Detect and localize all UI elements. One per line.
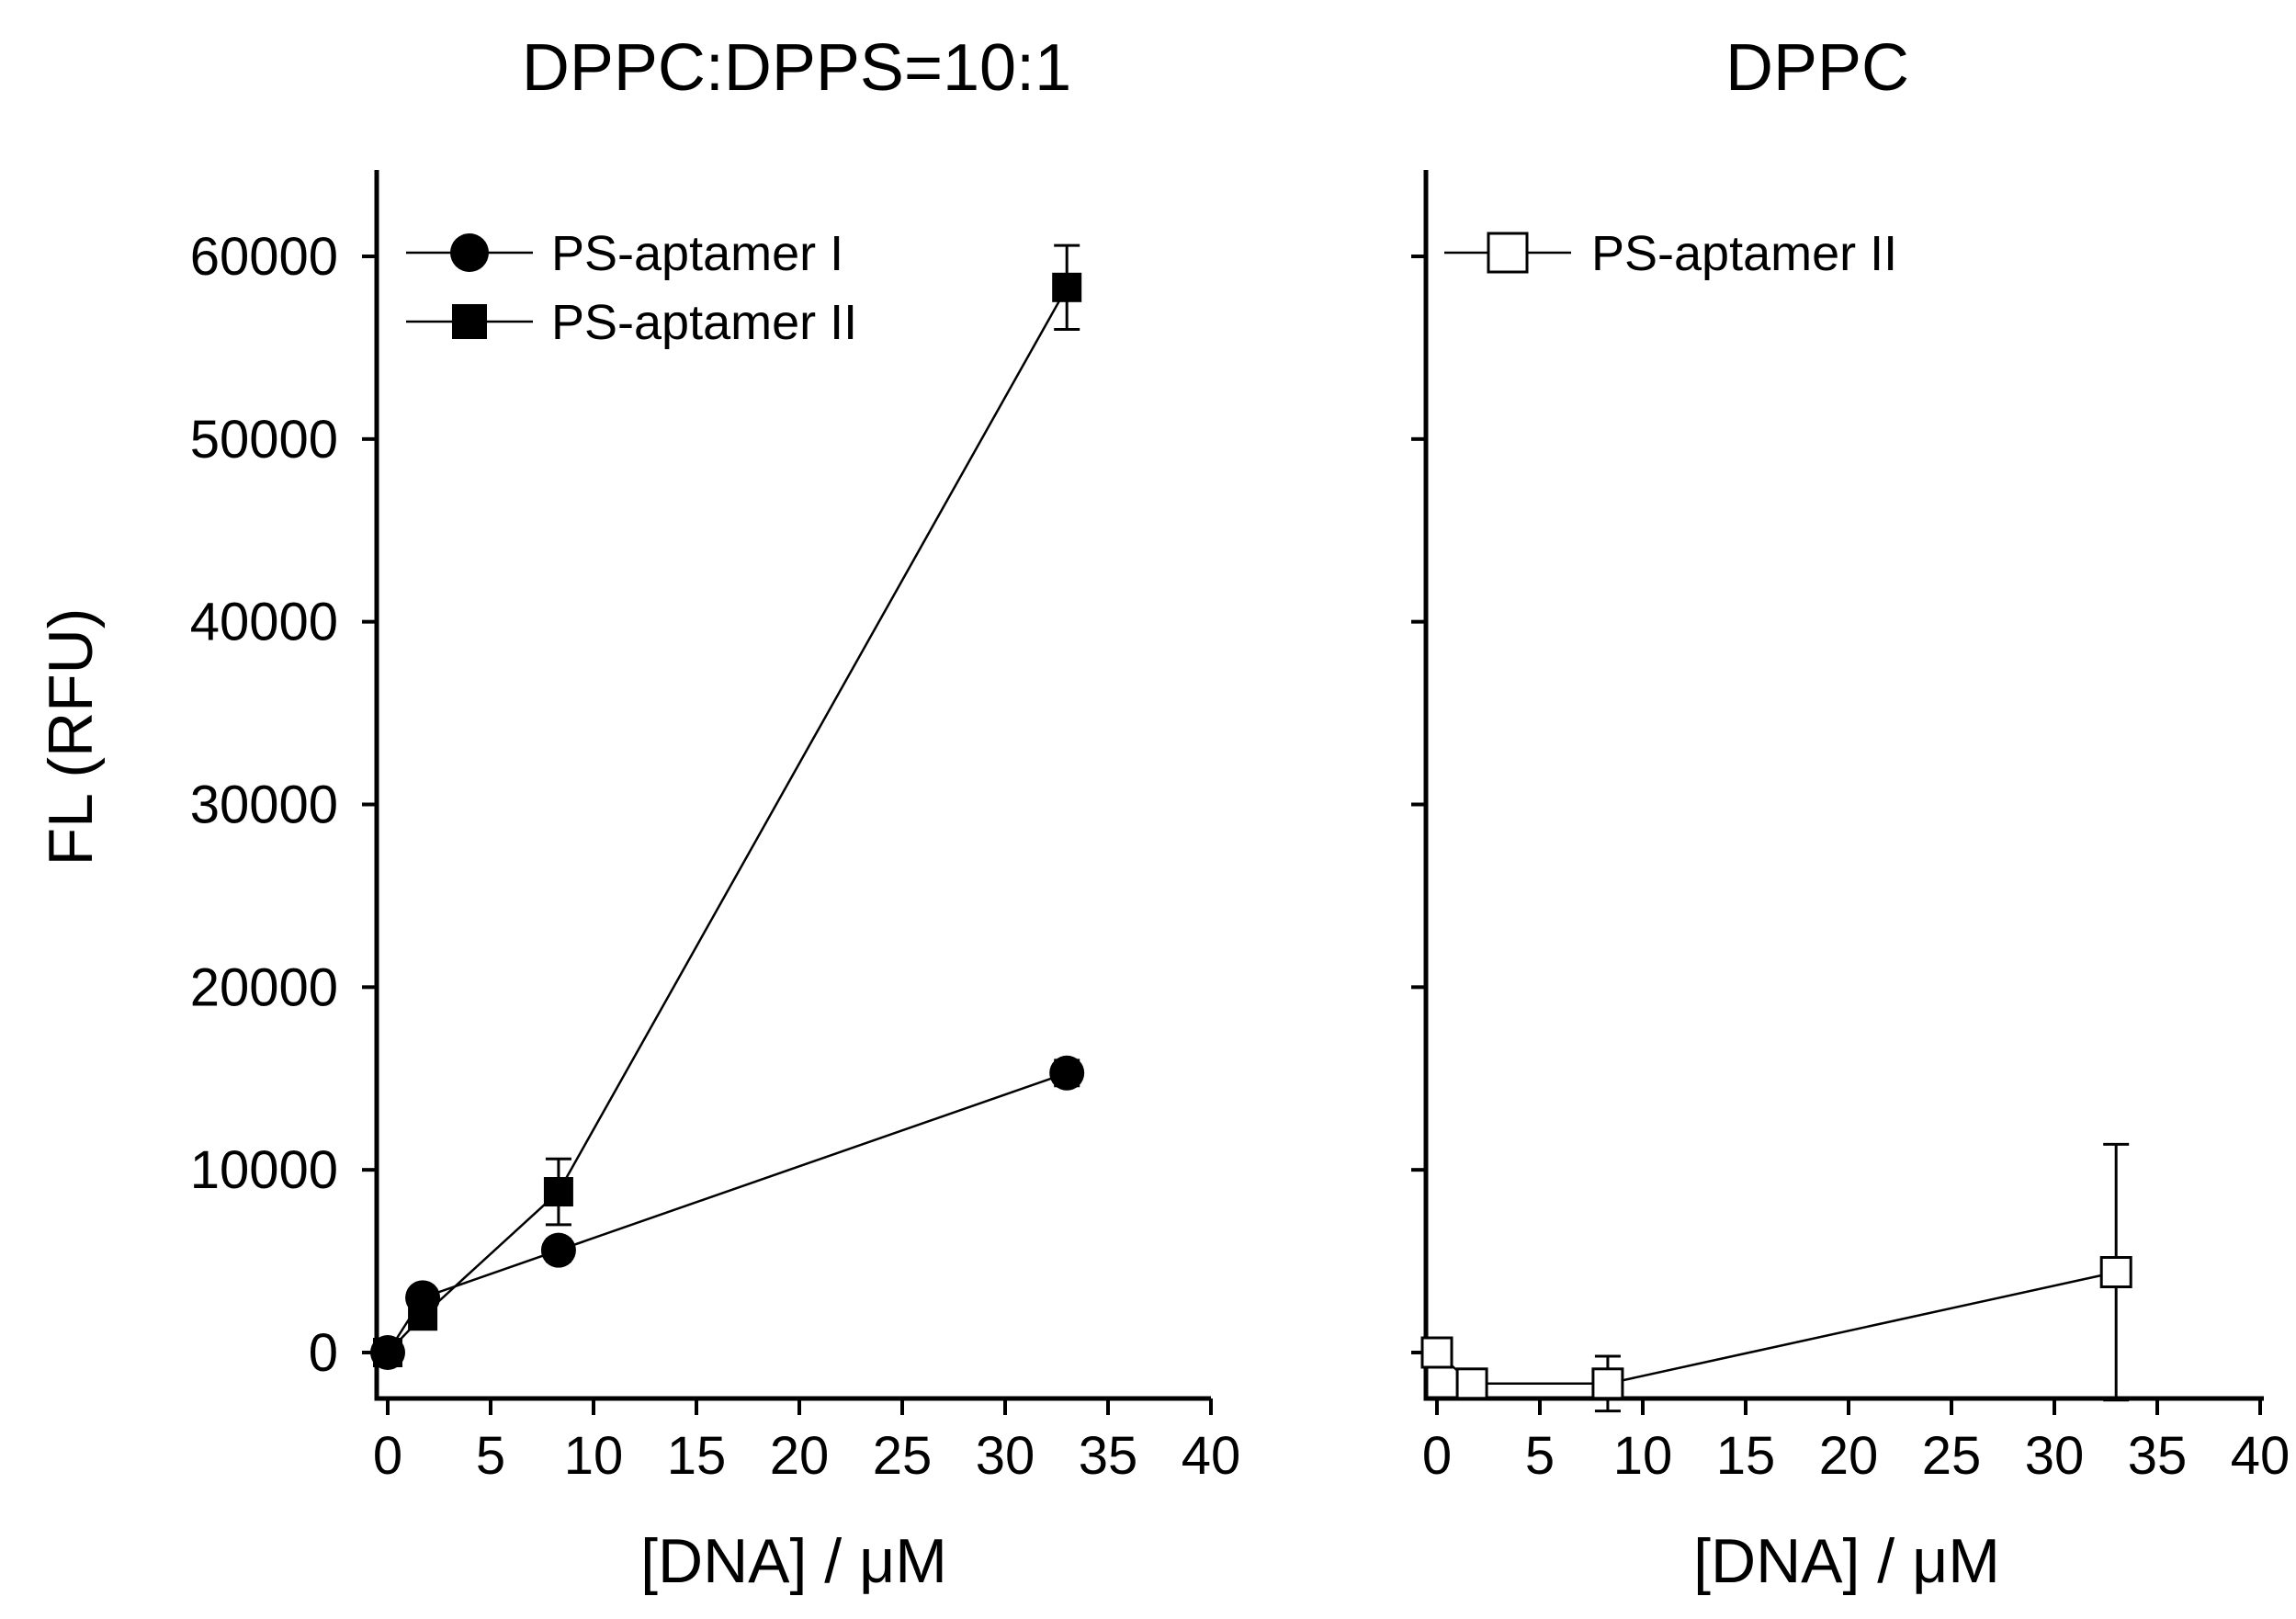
x-tick-label: 40 bbox=[2231, 1426, 2290, 1486]
legend-label: PS-aptamer II bbox=[551, 295, 857, 350]
series-line bbox=[1436, 1271, 2117, 1386]
x-tick-label: 15 bbox=[1716, 1426, 1776, 1486]
series-line bbox=[387, 287, 1069, 1353]
data-point-circle bbox=[540, 1232, 576, 1268]
data-point-open-square bbox=[1591, 1367, 1624, 1400]
x-tick-label: 10 bbox=[1613, 1426, 1673, 1486]
x-axis-label: [DNA] / μM bbox=[640, 1526, 947, 1596]
x-tick-label: 25 bbox=[1922, 1426, 1982, 1486]
chart-title: DPPC bbox=[1725, 31, 1909, 105]
x-tick-label: 35 bbox=[2128, 1426, 2188, 1486]
y-axis-ticks bbox=[1411, 255, 1426, 1354]
y-axis-ticks: 0 10000 20000 30000 40000 50000 60000 bbox=[190, 227, 377, 1383]
y-tick-label: 0 bbox=[309, 1323, 338, 1383]
series-line bbox=[386, 1071, 1068, 1353]
axes-frame bbox=[374, 170, 1211, 1401]
x-axis-ticks: 0 5 10 15 20 25 30 35 40 bbox=[373, 1398, 1240, 1486]
chart-panel-dppc: DPPC 0 5 10 15 20 25 30 35 40 [DNA] / μM PS-apta… bbox=[1411, 31, 2290, 1596]
plot-area bbox=[370, 243, 1085, 1370]
x-tick-label: 40 bbox=[1182, 1426, 1241, 1486]
x-tick-label: 5 bbox=[476, 1426, 505, 1486]
x-tick-label: 30 bbox=[976, 1426, 1035, 1486]
data-point-square bbox=[543, 1177, 573, 1207]
y-tick-label: 40000 bbox=[190, 593, 338, 652]
y-tick-label: 10000 bbox=[190, 1140, 338, 1200]
x-tick-label: 30 bbox=[2025, 1426, 2085, 1486]
legend-marker-open-square bbox=[1487, 232, 1529, 274]
x-tick-label: 0 bbox=[1422, 1426, 1452, 1486]
legend: PS-aptamer II bbox=[1444, 226, 1897, 281]
data-point-open-square bbox=[2099, 1256, 2132, 1289]
chart-title: DPPC:DPPS=10:1 bbox=[522, 31, 1071, 105]
x-tick-label: 25 bbox=[873, 1426, 933, 1486]
data-point-square bbox=[1052, 272, 1082, 302]
chart-panel-dppc-dpps: DPPC:DPPS=10:1 0 5 10 15 20 25 30 35 40 0 10000 20… bbox=[36, 31, 1240, 1596]
x-axis-ticks: 0 5 10 15 20 25 30 35 40 bbox=[1422, 1398, 2290, 1486]
data-point-open-square bbox=[1420, 1336, 1453, 1369]
legend-label: PS-aptamer II bbox=[1591, 226, 1897, 281]
x-tick-label: 20 bbox=[1819, 1426, 1879, 1486]
data-point-square bbox=[408, 1301, 438, 1331]
x-tick-label: 10 bbox=[564, 1426, 624, 1486]
data-point-open-square bbox=[1455, 1367, 1488, 1400]
plot-area bbox=[1420, 1142, 2132, 1413]
x-tick-label: 0 bbox=[373, 1426, 402, 1486]
y-tick-label: 20000 bbox=[190, 957, 338, 1017]
y-tick-label: 50000 bbox=[190, 410, 338, 470]
y-tick-label: 60000 bbox=[190, 227, 338, 287]
legend-label: PS-aptamer I bbox=[551, 226, 843, 281]
legend-marker-square bbox=[452, 304, 487, 339]
data-point-square bbox=[373, 1338, 402, 1367]
x-tick-label: 5 bbox=[1525, 1426, 1555, 1486]
x-tick-label: 15 bbox=[667, 1426, 727, 1486]
x-tick-label: 20 bbox=[770, 1426, 830, 1486]
legend-marker-circle bbox=[450, 233, 489, 272]
y-tick-label: 30000 bbox=[190, 776, 338, 835]
legend: PS-aptamer I PS-aptamer II bbox=[406, 226, 857, 350]
x-axis-label: [DNA] / μM bbox=[1693, 1526, 2000, 1596]
y-axis-label: FL (RFU) bbox=[36, 608, 106, 866]
data-point-circle bbox=[1049, 1055, 1085, 1091]
x-tick-label: 35 bbox=[1079, 1426, 1138, 1486]
axes-frame bbox=[1423, 170, 2264, 1401]
